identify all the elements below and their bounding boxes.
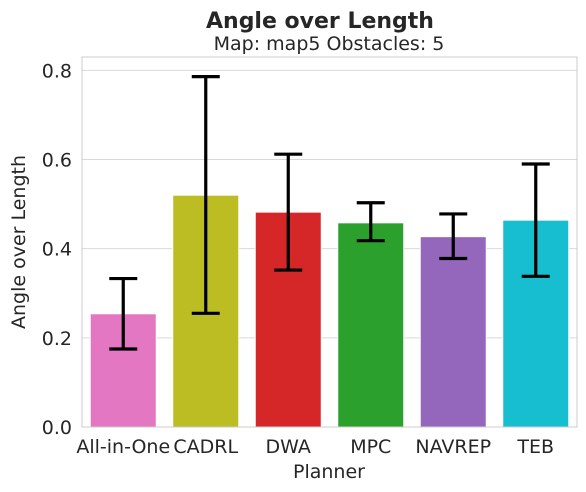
x-tick-labels: All-in-One CADRL DWA MPC NAVREP TEB — [76, 436, 554, 458]
x-tick-label: NAVREP — [415, 436, 491, 458]
y-tick-label: 0.8 — [42, 60, 72, 82]
y-tick-label: 0.0 — [42, 417, 72, 439]
x-axis-label: Planner — [293, 461, 365, 483]
y-tick-label: 0.6 — [42, 150, 72, 172]
chart-subtitle: Map: map5 Obstacles: 5 — [214, 33, 445, 55]
x-tick-label: All-in-One — [76, 436, 170, 458]
error-bars — [109, 75, 550, 351]
bar-mpc — [337, 222, 405, 428]
x-tick-label: MPC — [350, 436, 391, 458]
chart-title: Angle over Length — [206, 9, 434, 34]
plot-frame — [81, 56, 578, 428]
bar-navrep — [419, 236, 487, 428]
x-tick-label: DWA — [266, 436, 311, 458]
x-tick-label: TEB — [516, 436, 554, 458]
y-tick-label: 0.4 — [42, 239, 72, 261]
y-axis-label: Angle over Length — [8, 155, 30, 329]
y-tick-labels: 0.0 0.2 0.4 0.6 0.8 — [42, 60, 72, 439]
x-tick-label: CADRL — [173, 436, 238, 458]
y-tick-label: 0.2 — [42, 328, 72, 350]
bars — [89, 194, 570, 428]
